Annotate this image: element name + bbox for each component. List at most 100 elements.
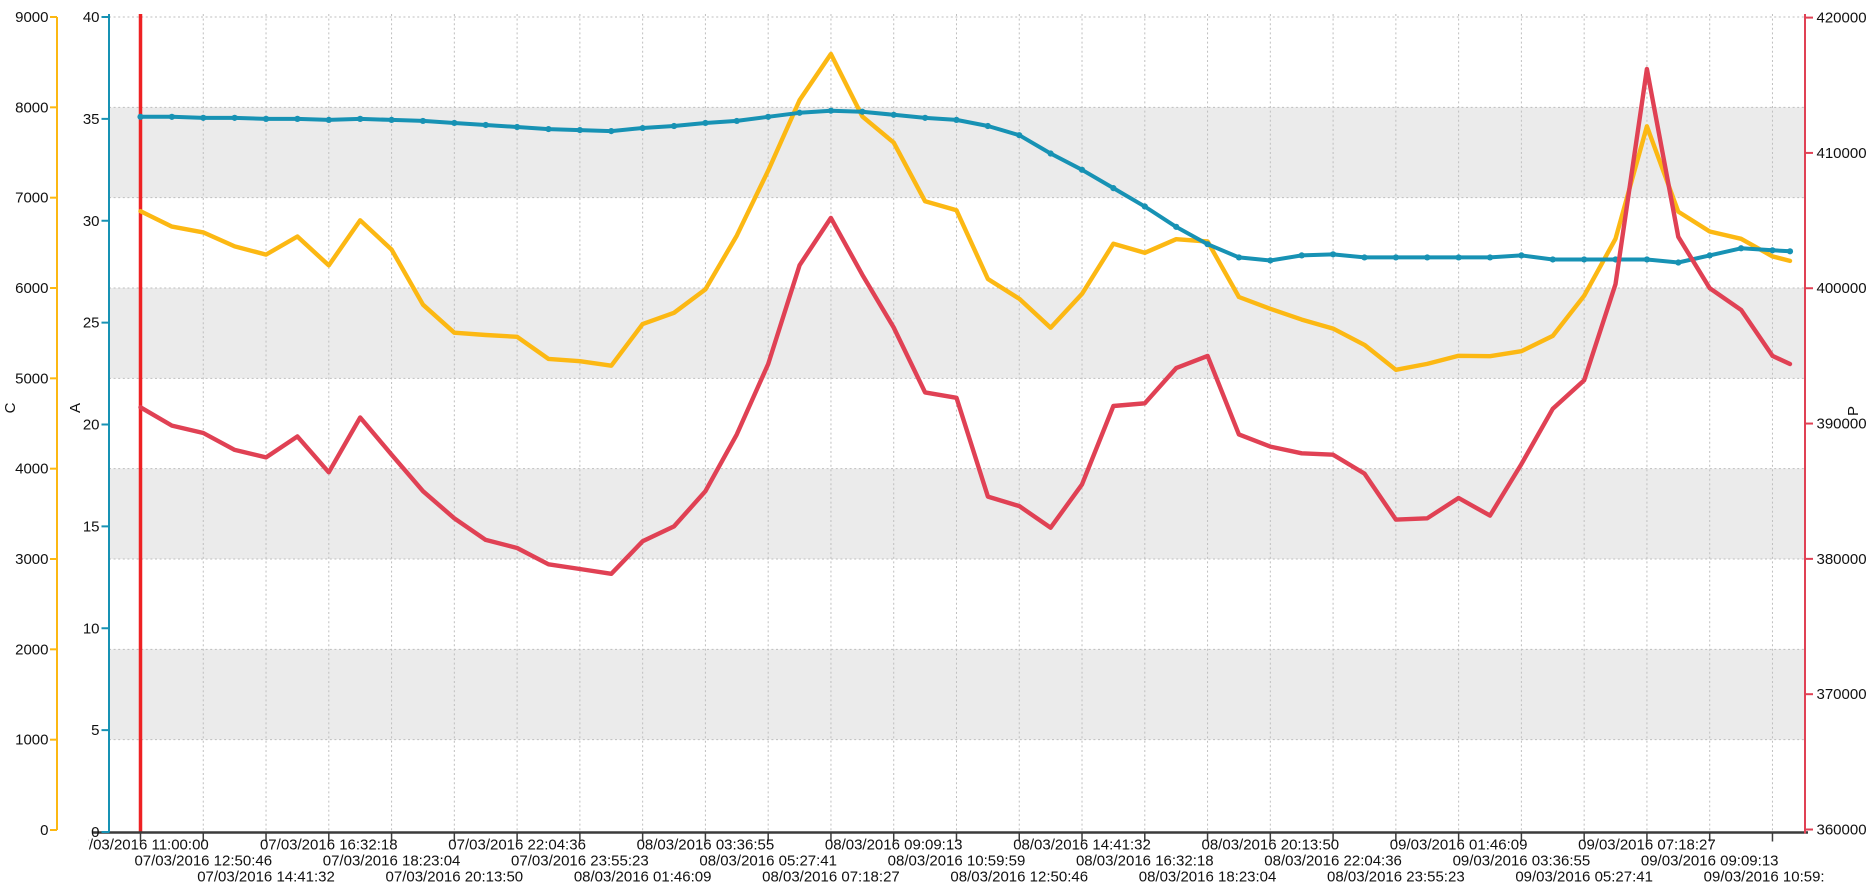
tick-label: 07/03/2016 12:50:46 — [134, 853, 272, 870]
tick-label: 30 — [83, 213, 100, 230]
series-a — [137, 107, 1794, 266]
series-a-marker — [1361, 254, 1368, 261]
tick-label: 10 — [83, 620, 100, 637]
series-a-marker — [1581, 256, 1588, 263]
series-a-marker — [1329, 251, 1337, 258]
series-a-marker — [137, 113, 144, 120]
series-a-marker — [984, 122, 991, 130]
series-a-marker — [419, 117, 427, 125]
series-a-marker — [639, 124, 646, 132]
tick-label: 09/03/2016 03:36:55 — [1453, 853, 1591, 870]
tick-label: 370000 — [1817, 686, 1866, 703]
series-a-marker — [1518, 252, 1525, 259]
tick-label: 09/03/2016 07:18:27 — [1578, 837, 1716, 854]
series-a-marker — [451, 119, 458, 127]
tick-label: 09/03/2016 05:27:41 — [1515, 869, 1653, 886]
tick-label: 420000 — [1817, 10, 1866, 27]
tick-label: 0 — [91, 824, 99, 841]
series-a-marker — [168, 113, 175, 120]
series-a-marker — [1204, 241, 1211, 248]
series-a-marker — [1486, 254, 1494, 261]
tick-label: 40 — [83, 9, 100, 26]
tick-label: 15 — [83, 518, 100, 535]
series-a-marker — [1643, 256, 1651, 263]
series-a-marker — [325, 116, 332, 123]
tick-label: 08/03/2016 12:50:46 — [950, 869, 1088, 886]
tick-label: 08/03/2016 23:55:23 — [1327, 869, 1465, 886]
series-a-marker — [670, 122, 678, 130]
axis-labels: 0 1000 2000 3000 4000 5000 6000 7000 8000 9000 0 5 1… — [15, 9, 1866, 841]
series-a-marker — [1235, 254, 1243, 261]
series-a-marker — [1455, 254, 1462, 261]
series-a-marker — [1173, 223, 1180, 230]
series-a-marker — [733, 117, 740, 125]
series-a-marker — [357, 115, 364, 122]
series-a-marker — [231, 114, 238, 121]
series-a-marker — [1424, 254, 1431, 261]
tick-label: 08/03/2016 20:13:50 — [1202, 837, 1340, 854]
series-a-marker — [890, 111, 897, 118]
series-a-marker — [827, 107, 835, 114]
series-a-marker — [482, 121, 489, 129]
tick-label: 0 — [40, 822, 48, 839]
series-p — [138, 66, 1793, 576]
tick-label: 3000 — [15, 551, 48, 568]
series-a-marker — [1549, 256, 1556, 263]
series-p-line — [138, 66, 1793, 576]
tick-label: 08/03/2016 22:04:36 — [1264, 853, 1402, 870]
series-a-marker — [1675, 259, 1682, 266]
series-a-marker — [1078, 166, 1086, 173]
tick-label: 07/03/2016 14:41:32 — [197, 869, 335, 886]
axis-title-a: A — [67, 403, 84, 414]
tick-label: 07/03/2016 20:13:50 — [386, 869, 524, 886]
series-a-marker — [859, 108, 866, 115]
series-a-marker — [388, 116, 395, 123]
tick-label: 1000 — [15, 732, 48, 749]
tick-label: 400000 — [1817, 280, 1866, 297]
tick-label: 25 — [83, 315, 100, 332]
tick-label: 08/03/2016 03:36:55 — [637, 837, 775, 854]
tick-label: 5000 — [15, 370, 48, 387]
tick-label: 410000 — [1817, 145, 1866, 162]
series-a-marker — [1298, 252, 1305, 259]
tick-label: 4000 — [15, 461, 48, 478]
tick-label: 5 — [91, 722, 99, 739]
tick-label: 08/03/2016 07:18:27 — [762, 869, 900, 886]
series-a-marker — [608, 128, 615, 135]
series-a-marker — [1737, 245, 1745, 252]
series-a-marker — [922, 114, 929, 121]
series-a-marker — [1392, 254, 1399, 261]
tick-label: 2000 — [15, 641, 48, 658]
series-a-marker — [1769, 247, 1776, 254]
series-a-marker — [576, 126, 583, 134]
series-a-line — [138, 108, 1792, 265]
tick-label: 09/03/2016 01:46:09 — [1390, 837, 1528, 854]
tick-label: 9000 — [15, 9, 48, 26]
series-a-marker — [1706, 252, 1713, 259]
tick-label: 380000 — [1817, 551, 1866, 568]
plot-area[interactable] — [109, 14, 1805, 833]
tick-label: 09/03/2016 10:59:59 — [1704, 869, 1842, 886]
series-c-line — [138, 51, 1793, 372]
tick-label: 20 — [83, 417, 100, 434]
series-a-marker — [545, 125, 552, 133]
tick-label: 08/03/2016 18:23:04 — [1139, 869, 1277, 886]
series-a-marker — [262, 115, 270, 122]
tick-label: 7000 — [15, 190, 48, 207]
tick-label: 6000 — [15, 280, 48, 297]
series-a-marker — [294, 115, 301, 122]
series-c — [138, 51, 1793, 372]
series-a-marker — [796, 109, 803, 116]
gridlines — [109, 14, 1805, 833]
tick-label: 08/03/2016 01:46:09 — [574, 869, 712, 886]
series-a-marker — [1267, 257, 1274, 264]
tick-label: 8000 — [15, 99, 48, 116]
series-a-marker — [1016, 132, 1023, 139]
series-a-marker — [1047, 150, 1054, 157]
tick-label: 09/03/2016 09:09:13 — [1641, 853, 1779, 870]
tick-label: 07/03/2016 16:32:18 — [260, 837, 398, 854]
tick-label: 08/03/2016 16:32:18 — [1076, 853, 1214, 870]
